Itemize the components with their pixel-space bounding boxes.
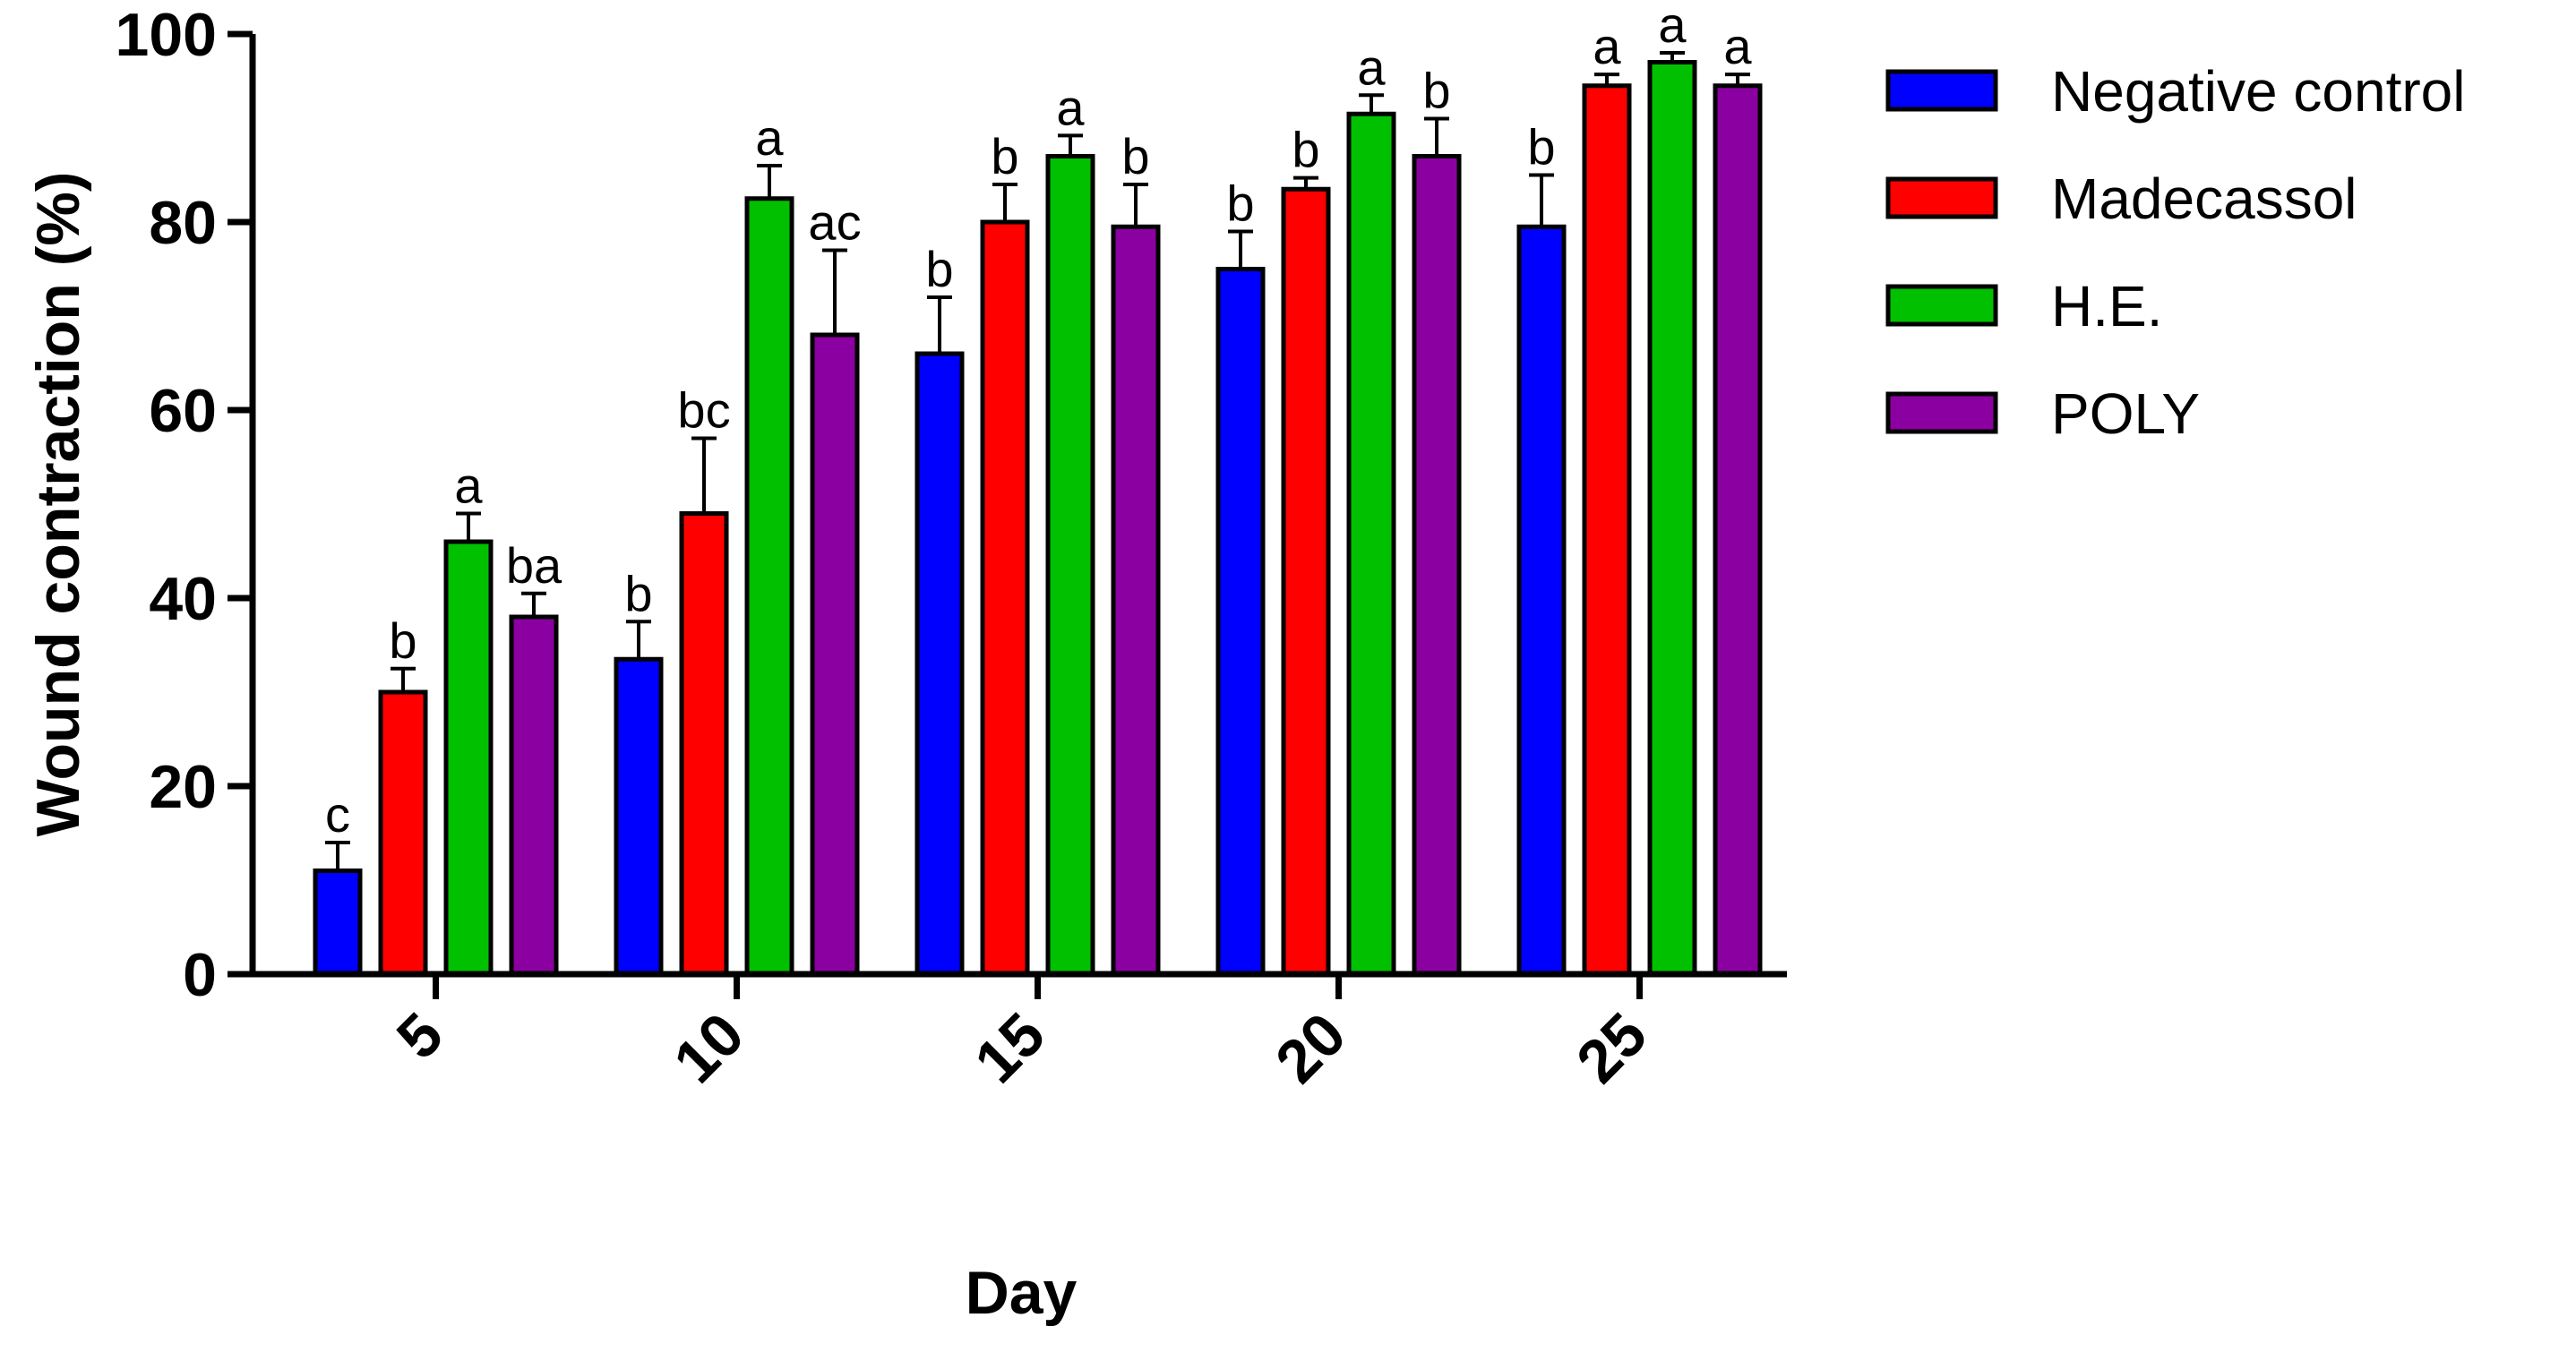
significance-letter: b <box>991 128 1018 184</box>
legend-swatch <box>1885 391 1998 434</box>
x-tick-label: 5 <box>384 1000 456 1072</box>
legend-swatch <box>1885 69 1998 112</box>
significance-letter: b <box>1226 175 1254 232</box>
legend-label: POLY <box>2051 381 2200 446</box>
y-tick-label: 0 <box>183 941 217 1009</box>
significance-letter: a <box>1056 79 1085 135</box>
bar-madecassol-day-15 <box>980 219 1030 977</box>
significance-letter: b <box>624 565 652 621</box>
significance-letter: b <box>1121 128 1149 184</box>
bar-madecassol-day-10 <box>679 511 729 977</box>
significance-letter: a <box>454 458 483 514</box>
y-tick-label: 20 <box>149 753 217 821</box>
bar-poly-day-25 <box>1713 83 1763 977</box>
x-tick-label: 25 <box>1564 1000 1660 1096</box>
bar-negative-control-day-15 <box>914 351 965 977</box>
significance-letter: b <box>1292 122 1319 178</box>
x-axis-title: Day <box>966 1259 1078 1327</box>
bar-h-e--day-5 <box>443 539 494 977</box>
significance-letter: bc <box>677 382 730 439</box>
bar-negative-control-day-25 <box>1516 224 1567 977</box>
significance-letter: a <box>1658 0 1687 53</box>
legend-swatch <box>1885 284 1998 327</box>
bar-madecassol-day-25 <box>1582 83 1632 977</box>
significance-letter: b <box>1527 119 1555 175</box>
significance-letter: b <box>389 612 416 669</box>
legend: Negative control Madecassol H.E. POLY <box>1885 59 2465 446</box>
bar-madecassol-day-5 <box>378 689 428 977</box>
y-tick-label: 100 <box>116 1 217 69</box>
y-tick-label: 60 <box>149 377 217 445</box>
y-axis-title: Wound contraction (%) <box>24 172 92 837</box>
significance-letter: c <box>325 786 350 843</box>
significance-letter: a <box>1593 18 1621 74</box>
bar-negative-control-day-20 <box>1215 267 1266 977</box>
significance-letter: ac <box>808 194 861 251</box>
x-tick-label: 20 <box>1263 1000 1359 1096</box>
significance-letter: a <box>1723 18 1752 74</box>
bar-h-e--day-20 <box>1346 111 1396 977</box>
y-tick-label: 80 <box>149 189 217 257</box>
bar-h-e--day-10 <box>744 196 794 977</box>
significance-letter: a <box>1357 39 1386 95</box>
legend-label: Negative control <box>2051 59 2465 124</box>
bar-negative-control-day-10 <box>614 656 664 977</box>
bar-poly-day-10 <box>810 332 860 977</box>
significance-letter: b <box>925 241 953 297</box>
legend-label: Madecassol <box>2051 167 2357 231</box>
y-tick-label: 40 <box>149 565 217 633</box>
x-tick-label: 10 <box>661 1000 757 1096</box>
bar-poly-day-5 <box>509 614 559 977</box>
x-tick-label: 15 <box>962 1000 1058 1096</box>
bar-h-e--day-25 <box>1647 60 1697 977</box>
bar-poly-day-20 <box>1412 154 1462 977</box>
bar-h-e--day-15 <box>1045 154 1095 977</box>
axes-layer <box>249 34 1787 978</box>
significance-letter: ba <box>506 537 562 594</box>
legend-swatch <box>1885 176 1998 219</box>
significance-letter: b <box>1422 63 1450 119</box>
legend-label: H.E. <box>2051 274 2162 338</box>
bar-negative-control-day-5 <box>313 869 363 977</box>
bar-madecassol-day-20 <box>1281 186 1331 977</box>
bar-poly-day-15 <box>1111 224 1161 977</box>
significance-letter: a <box>755 109 784 166</box>
